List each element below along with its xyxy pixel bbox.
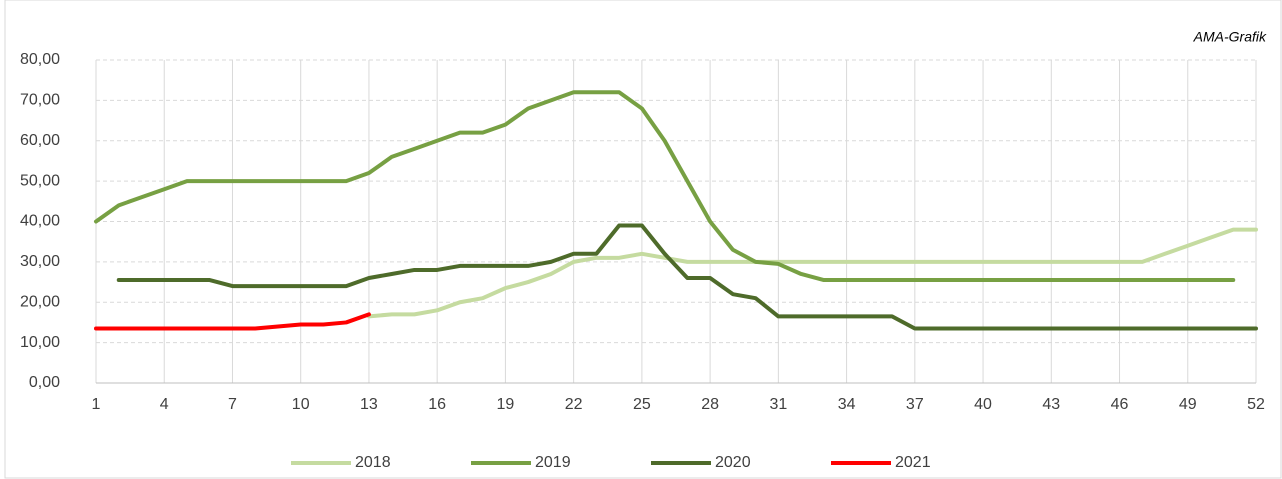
x-tick-label: 7 [228,396,237,413]
y-tick-label: 30,00 [20,253,60,270]
legend-label: 2020 [715,454,751,471]
x-tick-label: 31 [769,396,787,413]
series-line [116,223,1258,331]
y-tick-label: 10,00 [20,334,60,351]
legend-label: 2018 [355,454,391,471]
x-tick-label: 25 [633,396,651,413]
y-tick-label: 70,00 [20,92,60,109]
x-tick-label: 37 [906,396,924,413]
x-tick-label: 46 [1111,396,1129,413]
x-tick-label: 13 [360,396,378,413]
legend-label: 2019 [535,454,571,471]
x-tick-label: 40 [974,396,992,413]
y-tick-label: 50,00 [20,172,60,189]
x-tick-label: 10 [292,396,310,413]
x-tick-label: 16 [428,396,446,413]
x-tick-label: 1 [92,396,101,413]
annotation: AMA-Grafik [1193,29,1267,45]
y-tick-label: 60,00 [20,132,60,149]
series-line [94,312,371,331]
y-tick-label: 80,00 [20,51,60,68]
x-tick-label: 28 [701,396,719,413]
series-line [366,227,1258,319]
x-tick-label: 52 [1247,396,1265,413]
y-tick-label: 40,00 [20,213,60,230]
series-line [94,90,1236,283]
legend-label: 2021 [895,454,931,471]
y-tick-label: 20,00 [20,293,60,310]
x-tick-label: 4 [160,396,169,413]
x-tick-label: 43 [1042,396,1060,413]
x-tick-label: 49 [1179,396,1197,413]
x-tick-label: 22 [565,396,583,413]
chart-frame [4,0,1282,479]
x-tick-label: 19 [497,396,515,413]
y-tick-label: 0,00 [29,374,60,391]
x-tick-label: 34 [838,396,856,413]
